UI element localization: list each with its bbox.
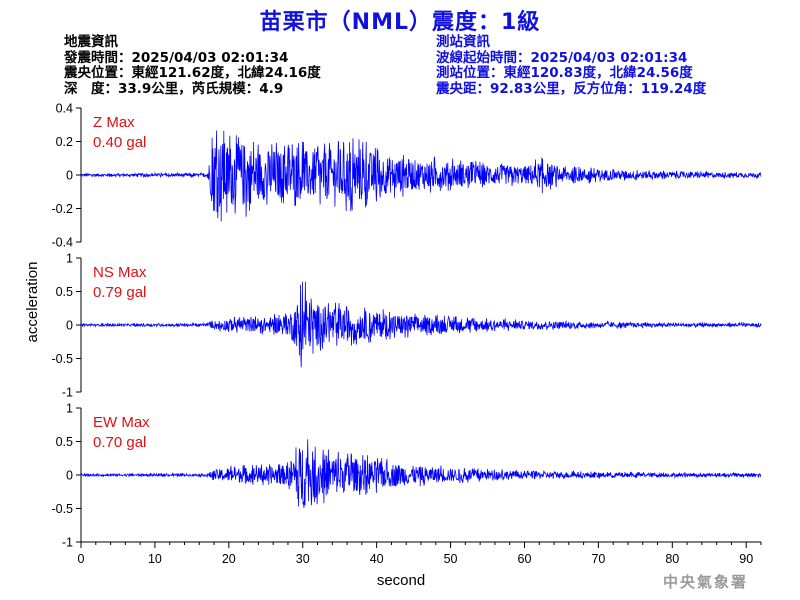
epicentral-distance: 震央距：92.83公里，反方位角：119.24度 [436,80,707,97]
origin-time: 發震時間：2025/04/03 02:01:34 [64,49,289,66]
y-tick-label: 0.5 [56,435,73,449]
max-component-label: NS Max [93,264,147,281]
x-tick-label: 30 [296,552,310,566]
x-tick-label: 60 [518,552,532,566]
panel-z: 0.4 0.2 0 -0.2 -0.4 Z Max 0.40 gal [51,102,762,250]
x-tick-label: 10 [148,552,162,566]
depth-magnitude: 深 度：33.9公里，芮氏規模：4.9 [64,80,284,97]
x-tick-label: 0 [78,552,85,566]
panel-ns: 1 0.5 0 -0.5 -1 NS Max 0.79 gal [51,252,762,400]
event-info-block: 地震資訊 發震時間：2025/04/03 02:01:34 震央位置：東經121… [64,34,321,97]
station-info-heading: 測站資訊 [436,34,490,50]
y-tick-label: -1 [62,386,73,400]
x-axis-title: second [377,572,425,589]
station-info-block: 測站資訊 波線起始時間：2025/04/03 02:01:34 測站位置：東經1… [436,34,707,97]
station-location: 測站位置：東經120.83度，北緯24.56度 [436,65,693,81]
x-tick-label: 80 [665,552,679,566]
x-tick-label: 20 [222,552,236,566]
max-component-label: Z Max [93,114,135,131]
agency-watermark: 中央氣象署 [662,573,748,591]
y-tick-label: 1 [66,402,73,416]
y-tick-label: -0.5 [51,352,73,366]
max-component-label: EW Max [93,414,150,431]
waveform-ew [80,439,762,508]
y-tick-label: 0 [66,469,73,483]
max-value-label: 0.40 gal [93,134,146,151]
waveform-ns [80,281,762,368]
x-tick-label: 50 [444,552,458,566]
y-tick-label: 0.2 [56,135,73,149]
y-tick-label: 0 [66,319,73,333]
max-value-label: 0.79 gal [93,284,146,301]
y-tick-label: 0.4 [56,102,73,116]
x-tick-label: 90 [739,552,753,566]
page-title: 苗栗市（NML）震度：1級 [259,10,541,35]
epicenter: 震央位置：東經121.62度，北緯24.16度 [64,65,321,81]
y-axis-title: acceleration [24,262,41,343]
y-tick-label: -0.5 [51,502,73,516]
y-tick-label: 0 [66,169,73,183]
y-tick-label: 0.5 [56,285,73,299]
y-tick-label: 1 [66,252,73,266]
event-info-heading: 地震資訊 [64,34,118,50]
x-tick-label: 70 [591,552,605,566]
max-value-label: 0.70 gal [93,434,146,451]
wave-start-time: 波線起始時間：2025/04/03 02:01:34 [436,49,688,66]
y-tick-label: -1 [62,536,73,550]
panel-ew: 1 0.5 0 -0.5 -1 EW Max 0.70 gal [51,402,762,550]
waveform-z [80,130,762,222]
y-tick-label: -0.2 [51,202,73,216]
y-tick-label: -0.4 [51,236,73,250]
x-tick-label: 40 [370,552,384,566]
